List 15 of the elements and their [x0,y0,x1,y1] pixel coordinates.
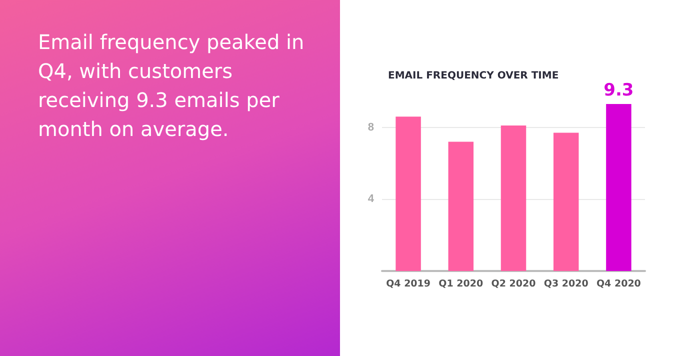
bar [606,104,632,271]
text: Email frequency peaked in Q4, with customers receiving 9.3 emails per month on average. [38,29,306,143]
x-tick-label: Q1 2020 [438,278,484,290]
x-tick-label: Q3 2020 [544,278,589,290]
data-label: 9.3 [604,80,634,100]
x-tick-label: Q2 2020 [491,278,536,290]
y-tick-label: 8 [368,121,374,134]
bar [500,126,526,271]
bar [553,132,579,271]
bar [396,116,421,271]
x-tick-label: Q4 2020 [596,278,642,290]
x-tick-label: Q4 2019 [386,278,431,290]
y-tick-label: 4 [368,193,375,206]
bar [448,142,474,271]
chart-title: EMAIL FREQUENCY OVER TIME [388,70,559,82]
